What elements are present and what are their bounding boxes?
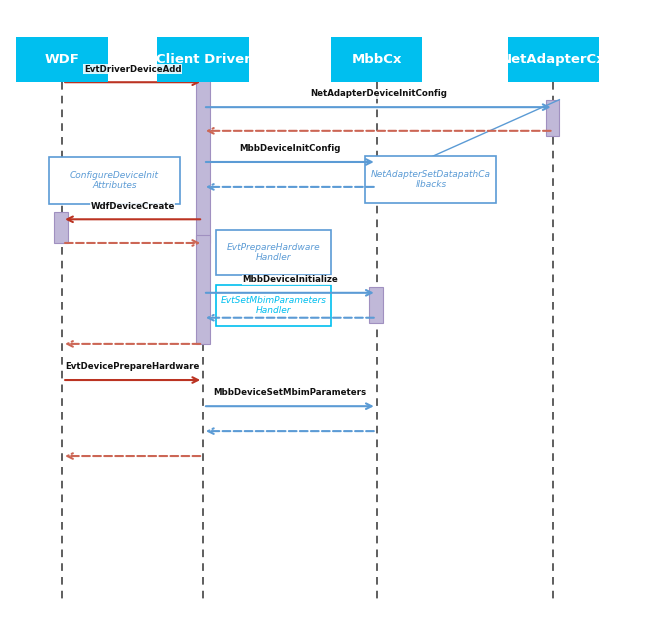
Text: WdfDeviceCreate: WdfDeviceCreate — [90, 202, 175, 211]
Bar — [157, 37, 249, 82]
Text: NetAdapterSetDatapathCa
llbacks: NetAdapterSetDatapathCa llbacks — [371, 169, 491, 189]
Bar — [196, 78, 210, 243]
Bar — [216, 230, 331, 275]
Text: MbbDeviceInitConfig: MbbDeviceInitConfig — [239, 145, 341, 153]
Bar — [216, 285, 331, 325]
Text: MbbCx: MbbCx — [352, 54, 402, 66]
Text: MbbDeviceSetMbimParameters: MbbDeviceSetMbimParameters — [214, 389, 366, 397]
Text: EvtDriverDeviceAdd: EvtDriverDeviceAdd — [84, 65, 181, 74]
Bar — [365, 156, 496, 203]
Text: ConfigureDeviceInit
Attributes: ConfigureDeviceInit Attributes — [70, 171, 159, 191]
Bar — [546, 100, 559, 136]
Text: EvtDevicePrepareHardware: EvtDevicePrepareHardware — [66, 363, 200, 371]
Bar — [196, 235, 210, 344]
Bar — [16, 37, 108, 82]
Bar — [508, 37, 599, 82]
Bar — [369, 157, 383, 192]
Text: NetAdapterDeviceInitConfig: NetAdapterDeviceInitConfig — [310, 90, 447, 98]
Bar — [369, 287, 383, 323]
Bar — [331, 37, 422, 82]
Bar — [54, 212, 68, 243]
Text: MbbDeviceInitialize: MbbDeviceInitialize — [242, 275, 338, 284]
Bar — [49, 158, 180, 204]
Text: EvtPrepareHardware
Handler: EvtPrepareHardware Handler — [227, 242, 320, 262]
Text: NetAdapterCx: NetAdapterCx — [501, 54, 606, 66]
Text: EvtSetMbimParameters
Handler: EvtSetMbimParameters Handler — [221, 295, 327, 315]
Text: Client Driver: Client Driver — [156, 54, 250, 66]
Text: WDF: WDF — [45, 54, 80, 66]
